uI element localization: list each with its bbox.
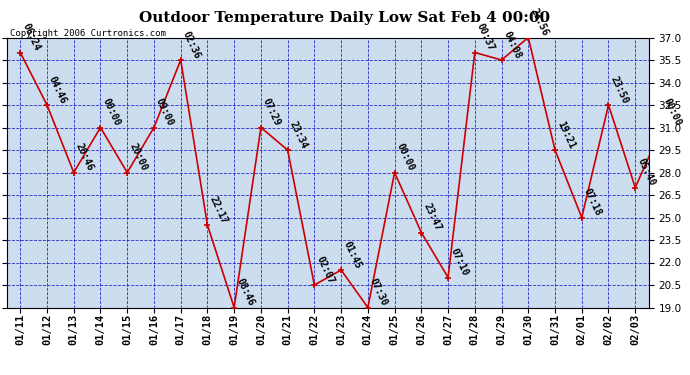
Text: 01:45: 01:45 (341, 239, 363, 270)
Text: 22:17: 22:17 (208, 194, 229, 225)
Text: 04:46: 04:46 (47, 74, 68, 105)
Text: 20:00: 20:00 (127, 142, 149, 172)
Text: 00:00: 00:00 (662, 97, 684, 128)
Text: 19:21: 19:21 (555, 119, 577, 150)
Text: 08:46: 08:46 (234, 277, 256, 308)
Text: 07:10: 07:10 (448, 247, 470, 278)
Text: 09:00: 09:00 (154, 97, 175, 128)
Text: 04:08: 04:08 (502, 29, 523, 60)
Text: 05:40: 05:40 (635, 157, 657, 188)
Text: 23:56: 23:56 (529, 7, 550, 38)
Text: 06:24: 06:24 (20, 22, 42, 53)
Text: Outdoor Temperature Daily Low Sat Feb 4 00:00: Outdoor Temperature Daily Low Sat Feb 4 … (139, 11, 551, 25)
Text: 23:50: 23:50 (609, 74, 630, 105)
Text: 00:00: 00:00 (101, 97, 122, 128)
Text: 07:18: 07:18 (582, 187, 603, 218)
Text: 02:36: 02:36 (181, 29, 202, 60)
Text: Copyright 2006 Curtronics.com: Copyright 2006 Curtronics.com (10, 28, 166, 38)
Text: 23:34: 23:34 (288, 119, 309, 150)
Text: 02:07: 02:07 (315, 254, 336, 285)
Text: 07:29: 07:29 (261, 97, 282, 128)
Text: 00:37: 00:37 (475, 22, 496, 53)
Text: 20:46: 20:46 (74, 142, 95, 172)
Text: 07:30: 07:30 (368, 277, 389, 308)
Text: 23:47: 23:47 (422, 202, 443, 232)
Text: 00:00: 00:00 (395, 142, 416, 172)
